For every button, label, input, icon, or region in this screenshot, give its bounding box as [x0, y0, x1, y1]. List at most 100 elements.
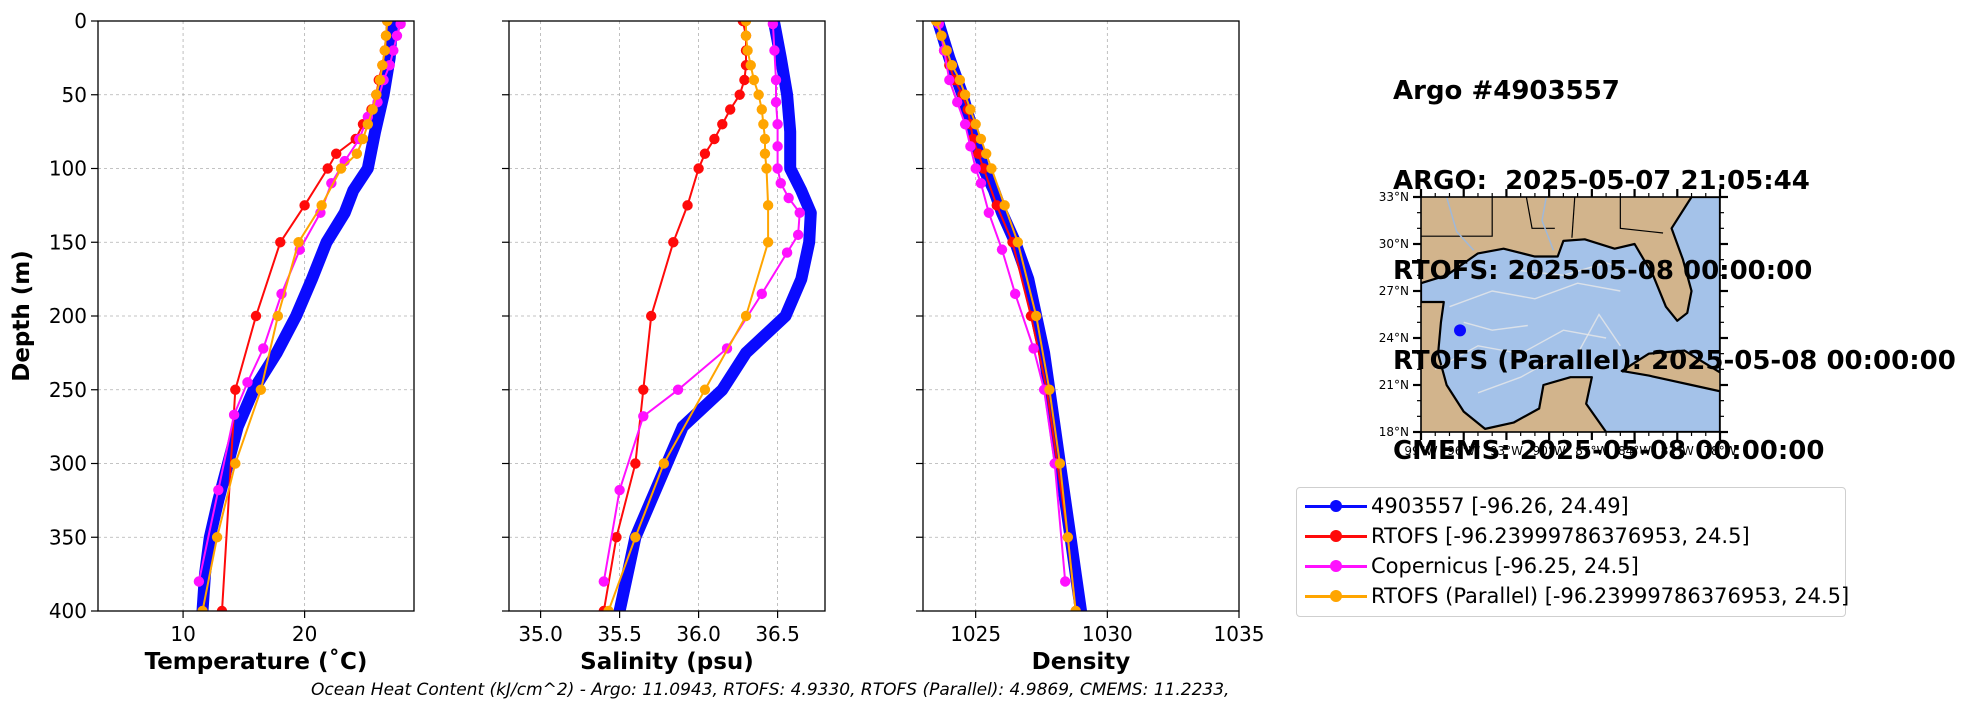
series-point-copernicus — [959, 119, 971, 130]
x-tick-label: 10 — [170, 622, 195, 646]
legend: 4903557 [-96.26, 24.49] RTOFS [-96.23999… — [1296, 487, 1849, 617]
series-point-rtofs — [322, 163, 333, 174]
series-point-copernicus — [388, 45, 399, 56]
map-lon-label: 90°W — [1533, 444, 1566, 458]
series-point-parallel — [379, 45, 391, 56]
legend-label: Copernicus [-96.25, 24.5] — [1371, 554, 1639, 578]
map-lat-label: 33°N — [1379, 190, 1409, 204]
series-point-parallel — [965, 104, 976, 115]
series-line-copernicus — [602, 23, 801, 582]
river — [1541, 197, 1555, 251]
map-area — [1421, 197, 1720, 432]
series-point-copernicus — [770, 74, 782, 86]
state-border — [1525, 197, 1555, 229]
legend-item-argo: 4903557 [-96.26, 24.49] — [1297, 491, 1629, 521]
map-lat-label: 21°N — [1379, 378, 1409, 392]
location-map: 33°N 30°N 27°N 24°N 21°N 18°N 99°W 96°W 93°W 90°W… — [1379, 189, 1737, 458]
rtofs-parallel-time: RTOFS (Parallel): 2025-05-08 00:00:00 — [1393, 346, 1956, 376]
x-tick-label: 35.5 — [597, 622, 642, 646]
series-point-copernicus — [772, 141, 783, 152]
profile-info: Argo #4903557 ARGO: 2025-05-07 21:05:44 … — [1393, 16, 1956, 496]
series-point-copernicus — [242, 377, 253, 388]
streamline — [1434, 329, 1607, 370]
legend-label: RTOFS [-96.23999786376953, 24.5] — [1371, 524, 1750, 548]
series-point-parallel — [946, 60, 958, 71]
ocean-heat-content-footer: Ocean Heat Content (kJ/cm^2) - Argo: 11.… — [311, 680, 1230, 700]
series-line-parallel — [935, 21, 1077, 611]
map-lon-label: 78°W — [1703, 444, 1736, 458]
series-point-parallel — [603, 605, 614, 611]
series-point-copernicus — [672, 384, 684, 395]
map-lon-label: 93°W — [1490, 444, 1523, 458]
streamline — [1477, 360, 1550, 394]
series-point-rtofs — [725, 104, 736, 115]
x-tick-label: 20 — [292, 622, 317, 646]
series-point-parallel — [930, 21, 942, 27]
series-point-copernicus — [598, 576, 609, 587]
series-point-parallel — [211, 532, 223, 543]
series-point-parallel — [1012, 237, 1023, 248]
series-point-parallel — [745, 60, 756, 71]
x-tick-label: 35.0 — [518, 622, 563, 646]
river — [1445, 197, 1475, 251]
y-axis-label: Depth (m) — [9, 250, 35, 382]
series-point-rtofs — [638, 384, 649, 395]
series-point-parallel — [230, 458, 241, 469]
series-point-parallel — [316, 200, 327, 211]
series-point-rtofs — [991, 200, 1002, 211]
series-point-rtofs — [668, 237, 679, 248]
y-tick-label: 400 — [49, 599, 87, 623]
series-point-rtofs — [611, 532, 622, 543]
series-line-argo — [196, 21, 399, 611]
map-lat-label: 18°N — [1379, 425, 1409, 439]
series-point-rtofs — [739, 74, 750, 86]
series-point-parallel — [351, 148, 363, 159]
series-point-parallel — [335, 163, 347, 174]
state-border — [1619, 197, 1664, 234]
y-tick-label: 200 — [49, 304, 87, 328]
float-title: Argo #4903557 — [1393, 76, 1620, 106]
legend-swatch — [1305, 491, 1367, 521]
series-point-copernicus — [1028, 343, 1039, 354]
series-point-copernicus — [391, 30, 403, 41]
series-point-rtofs — [693, 163, 704, 174]
series-point-rtofs — [717, 119, 728, 130]
series-point-parallel — [762, 237, 774, 248]
legend-item-parallel: RTOFS (Parallel) [-96.23999786376953, 24… — [1297, 581, 1849, 611]
series-point-rtofs — [230, 384, 241, 395]
series-point-rtofs — [216, 605, 228, 611]
land-patch — [1421, 369, 1459, 432]
series-point-copernicus — [794, 207, 805, 218]
series-point-parallel — [748, 74, 760, 86]
series-point-copernicus — [952, 96, 963, 108]
series-point-copernicus — [775, 178, 786, 189]
series-point-copernicus — [792, 229, 804, 241]
series-point-copernicus — [965, 141, 976, 152]
series-point-parallel — [941, 45, 952, 56]
series-point-parallel — [759, 133, 771, 145]
series-point-parallel — [1070, 605, 1081, 611]
legend-swatch — [1305, 551, 1367, 581]
series-point-parallel — [740, 310, 752, 322]
series-point-parallel — [1031, 310, 1042, 322]
series-point-parallel — [382, 21, 393, 27]
map-lon-label: 84°W — [1618, 444, 1651, 458]
legend-swatch — [1305, 581, 1367, 611]
x-axis-label: Temperature (˚C) — [145, 648, 368, 675]
series-point-rtofs — [646, 310, 657, 322]
series-point-copernicus — [769, 45, 780, 56]
series-point-parallel — [630, 532, 641, 543]
series-point-parallel — [658, 458, 670, 469]
series-point-parallel — [255, 384, 267, 395]
legend-swatch — [1305, 521, 1367, 551]
series-point-parallel — [1062, 532, 1074, 543]
state-border — [1421, 197, 1493, 237]
series-point-parallel — [272, 310, 284, 322]
series-point-rtofs — [699, 148, 711, 159]
series-point-parallel — [975, 133, 987, 145]
series-point-rtofs — [709, 133, 720, 145]
series-point-copernicus — [638, 411, 649, 422]
plot-area — [193, 21, 406, 611]
